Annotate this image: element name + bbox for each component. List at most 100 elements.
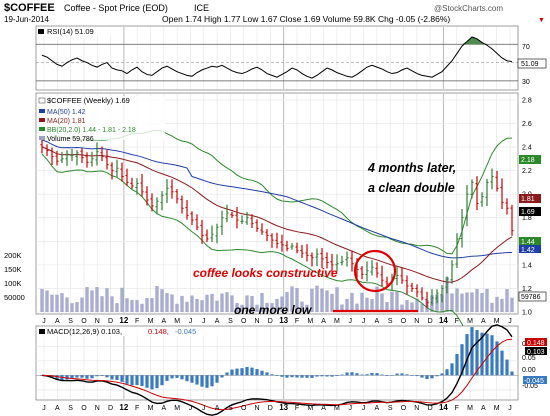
x-tick-label: A (161, 405, 166, 412)
macd-histogram-bar (370, 372, 374, 376)
x-tick-label: O (401, 318, 407, 325)
x-tick-label: J (348, 405, 352, 412)
x-tick-label: J (42, 318, 46, 325)
x-tick-label: N (254, 405, 259, 412)
volume-bar (165, 293, 169, 312)
x-tick-label: O (241, 318, 247, 325)
rsi-tick-70: 70 (522, 44, 530, 51)
volume-bar (220, 293, 224, 312)
macd-histogram-bar (55, 375, 59, 380)
macd-signal-tag: 0.148 (527, 340, 545, 347)
volume-bar (90, 290, 94, 312)
x-tick-label: J (202, 318, 206, 325)
macd-tick-005: 0.05 (522, 355, 536, 362)
macd-histogram-bar (235, 368, 239, 376)
x-tick-label: D (428, 405, 433, 412)
macd-histogram-bar (255, 369, 259, 376)
volume-tick-50000: 50000 (4, 293, 25, 302)
volume-bar (280, 296, 284, 312)
macd-histogram-bar (65, 375, 69, 380)
volume-bar (120, 287, 124, 312)
x-tick-label: M (494, 405, 500, 412)
x-tick-label: 14 (439, 403, 448, 412)
x-tick-label: A (375, 318, 380, 325)
macd-histogram-bar (470, 327, 474, 376)
x-tick-label: J (348, 318, 352, 325)
macd-histogram-bar (300, 375, 304, 378)
macd-histogram-bar (90, 375, 94, 379)
macd-histogram-bar (75, 375, 79, 378)
macd-histogram-bar (415, 375, 419, 377)
macd-histogram-bar (165, 375, 169, 381)
x-tick-label: N (414, 318, 419, 325)
ma50-tag: 1.42 (521, 247, 535, 254)
x-tick-label: 12 (119, 316, 128, 325)
x-tick-label: D (428, 318, 433, 325)
volume-bar (150, 298, 154, 312)
volume-bar (245, 295, 249, 312)
x-tick-label: N (414, 405, 419, 412)
ma20-tag: 1.81 (521, 196, 535, 203)
price-tick-label: 2.4 (522, 145, 532, 152)
macd-histogram-bar (210, 375, 214, 387)
x-tick-label: J (508, 405, 512, 412)
macd-histogram-bar (60, 375, 64, 381)
x-tick-label: 13 (279, 403, 288, 412)
macd-histogram-bar (360, 374, 364, 376)
x-tick-label: F (455, 318, 459, 325)
macd-histogram-bar (125, 375, 129, 384)
x-tick-label: A (321, 318, 326, 325)
volume-bar (410, 302, 414, 312)
bb-lower-tag: 1.44 (521, 239, 535, 246)
volume-bar (460, 293, 464, 312)
annotation-double-line2: a clean double (368, 181, 455, 195)
x-tick-label: J (362, 318, 366, 325)
price-tick-label: 2.2 (522, 168, 532, 175)
volume-bar (495, 296, 499, 312)
volume-bar (385, 302, 389, 312)
macd-histogram-bar (80, 375, 84, 378)
macd-histogram-bar (135, 375, 139, 386)
macd-histogram-bar (485, 333, 489, 376)
rsi-legend-swatch (38, 29, 44, 34)
macd-histogram-bar (455, 354, 459, 376)
macd-histogram-bar (180, 375, 184, 380)
ma20-legend: MA(20) 1.81 (47, 118, 86, 125)
quote-line: Open 1.74 High 1.77 Low 1.67 Close 1.69 … (162, 14, 450, 24)
volume-bar (80, 297, 84, 312)
macd-histogram-bar (285, 375, 289, 378)
x-tick-label: A (215, 318, 220, 325)
macd-histogram-bar (160, 375, 164, 386)
volume-bar (480, 293, 484, 312)
macd-histogram-bar (315, 375, 319, 377)
x-tick-label: M (494, 318, 500, 325)
volume-bar (505, 289, 509, 312)
macd-histogram-bar (290, 375, 294, 378)
macd-histogram-bar (395, 373, 399, 376)
macd-histogram-bar (155, 375, 159, 389)
volume-bar (325, 290, 329, 312)
ma20-line (41, 146, 513, 283)
price-tick-label: 2.8 (522, 97, 532, 104)
x-tick-label: M (467, 318, 473, 325)
x-tick-label: J (42, 405, 46, 412)
macd-histogram-bar (200, 375, 204, 387)
x-tick-label: N (95, 405, 100, 412)
macd-legend-signal: 0.148, (148, 327, 169, 336)
volume-bar (290, 286, 294, 312)
volume-bar (350, 292, 354, 312)
volume-bar (215, 300, 219, 312)
macd-histogram-bar (335, 375, 339, 377)
volume-bar (300, 301, 304, 312)
volume-bar (365, 297, 369, 312)
macd-histogram-bar (85, 375, 89, 379)
macd-histogram-bar (250, 367, 254, 376)
volume-bar (50, 294, 54, 312)
price-tick-label: 1.8 (522, 215, 532, 222)
x-tick-label: O (241, 405, 247, 412)
volume-bar (380, 293, 384, 312)
x-tick-label: S (388, 318, 393, 325)
macd-histogram-bar (215, 375, 219, 383)
volume-bar (100, 296, 104, 312)
macd-histogram-bar (310, 375, 314, 378)
